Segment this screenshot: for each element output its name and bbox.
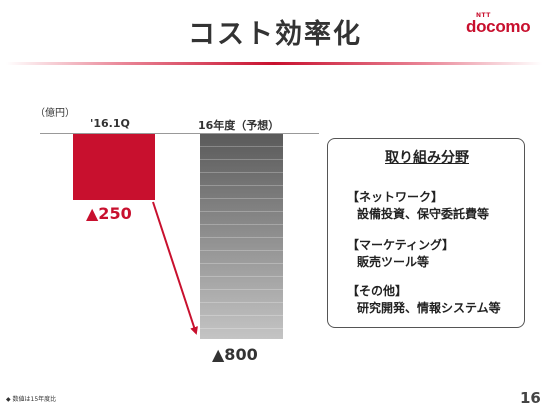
focus-areas-panel: 取り組み分野 【ネットワーク】 設備投資、保守委託費等 【マーケティング】 販売…	[327, 138, 525, 328]
bar-16-1q	[73, 134, 155, 200]
logo-ntt-text: NTT	[476, 12, 491, 19]
panel-title: 取り組み分野	[385, 150, 469, 166]
arrow-line	[152, 201, 198, 335]
page-number: 16	[520, 389, 541, 407]
value-label-1: ▲250	[86, 204, 132, 223]
value-label-2: ▲800	[212, 345, 258, 364]
group-network-head: 【ネットワーク】	[347, 190, 444, 204]
page-title: コスト効率化	[188, 19, 362, 50]
unit-label: （億円）	[35, 108, 75, 119]
bar-16-forecast	[200, 134, 283, 339]
group-other-head: 【その他】	[347, 284, 408, 298]
chart-baseline	[40, 133, 319, 134]
group-other-body: 研究開発、情報システム等	[357, 301, 501, 315]
footnote: ◆ 数値は15年度比	[6, 396, 57, 403]
docomo-logo: NTT docomo	[466, 12, 542, 38]
category-label-2: 16年度（予想）	[198, 119, 280, 132]
logo-wordmark: docomo	[466, 17, 531, 36]
group-network-body: 設備投資、保守委託費等	[357, 207, 490, 221]
title-divider	[6, 62, 542, 65]
group-marketing-body: 販売ツール等	[357, 255, 430, 269]
category-label-1: '16.1Q	[90, 117, 130, 130]
group-marketing-head: 【マーケティング】	[347, 238, 455, 252]
